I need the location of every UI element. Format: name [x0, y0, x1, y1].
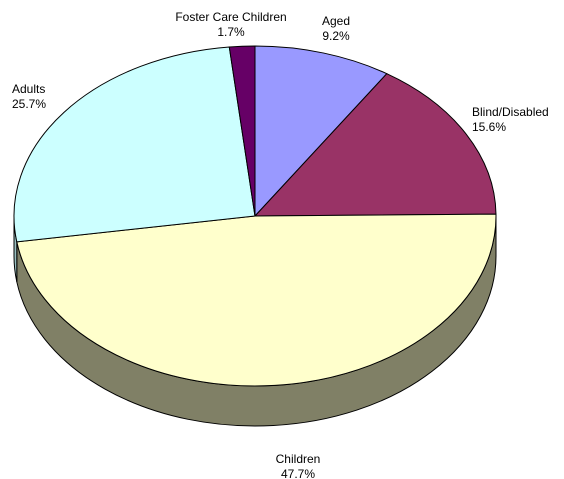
pie-value-adults: 25.7% — [12, 97, 46, 111]
pie-slice-aged — [254, 45, 388, 218]
pie-label-adults: Adults — [12, 82, 45, 96]
pie-value-foster-care-children: 1.7% — [217, 25, 245, 39]
pie-slice-blind-disabled — [253, 73, 497, 217]
pie-label-children: Children — [276, 452, 321, 466]
pie-top-slices — [13, 45, 497, 387]
pie-slice-children — [16, 213, 497, 387]
pie-label-foster-care-children: Foster Care Children — [175, 10, 286, 24]
pie-label-blind-disabled: Blind/Disabled — [472, 105, 549, 119]
pie-value-children: 47.7% — [281, 467, 315, 479]
pie-label-aged: Aged — [322, 14, 350, 28]
pie-value-aged: 9.2% — [322, 29, 350, 43]
pie-slice-foster-care-children — [228, 45, 256, 217]
pie-slice-adults — [13, 46, 256, 243]
pie-value-blind-disabled: 15.6% — [472, 120, 506, 134]
